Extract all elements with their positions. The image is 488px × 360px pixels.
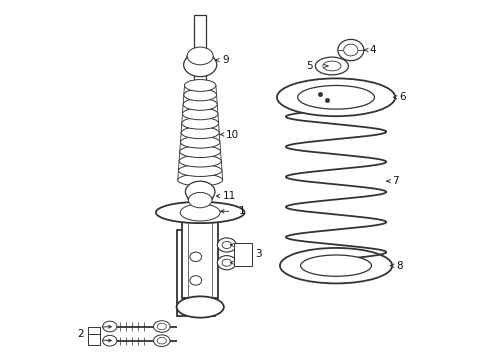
- Ellipse shape: [185, 181, 215, 202]
- Ellipse shape: [182, 108, 218, 120]
- Ellipse shape: [188, 192, 212, 208]
- Text: 6: 6: [399, 92, 405, 102]
- Text: 5: 5: [305, 61, 312, 71]
- Ellipse shape: [276, 78, 394, 116]
- Text: 4: 4: [369, 45, 376, 55]
- Bar: [176, 230, 215, 316]
- Ellipse shape: [222, 259, 231, 266]
- Ellipse shape: [343, 44, 357, 56]
- Text: 9: 9: [222, 55, 228, 65]
- Ellipse shape: [180, 136, 220, 148]
- Ellipse shape: [153, 335, 170, 346]
- Text: 2: 2: [77, 329, 83, 339]
- Ellipse shape: [153, 321, 170, 332]
- Text: 7: 7: [391, 176, 398, 186]
- Ellipse shape: [337, 39, 363, 61]
- Ellipse shape: [178, 165, 222, 176]
- Ellipse shape: [187, 47, 213, 65]
- Ellipse shape: [180, 204, 220, 221]
- Ellipse shape: [183, 89, 216, 101]
- Ellipse shape: [322, 61, 340, 71]
- Ellipse shape: [179, 155, 221, 167]
- Ellipse shape: [297, 85, 374, 109]
- Ellipse shape: [279, 248, 391, 283]
- Ellipse shape: [184, 80, 216, 91]
- Ellipse shape: [102, 321, 117, 332]
- Ellipse shape: [180, 146, 220, 158]
- Ellipse shape: [315, 57, 348, 75]
- Text: 1: 1: [238, 206, 244, 216]
- Ellipse shape: [181, 127, 219, 139]
- Ellipse shape: [102, 336, 117, 346]
- Ellipse shape: [177, 174, 222, 186]
- Ellipse shape: [217, 238, 236, 252]
- Ellipse shape: [157, 323, 166, 330]
- Ellipse shape: [300, 255, 371, 276]
- Ellipse shape: [156, 202, 244, 223]
- Ellipse shape: [176, 296, 224, 318]
- Ellipse shape: [217, 256, 236, 270]
- Ellipse shape: [189, 276, 201, 285]
- Ellipse shape: [222, 242, 231, 248]
- Text: 8: 8: [395, 261, 402, 271]
- Text: 3: 3: [255, 249, 261, 260]
- Text: 10: 10: [226, 130, 239, 140]
- Ellipse shape: [189, 252, 201, 261]
- Bar: [182, 215, 218, 298]
- Bar: [194, 15, 205, 227]
- Text: 11: 11: [223, 191, 236, 201]
- Ellipse shape: [182, 117, 218, 129]
- FancyBboxPatch shape: [233, 243, 251, 266]
- Ellipse shape: [183, 99, 217, 110]
- Ellipse shape: [183, 53, 216, 77]
- Ellipse shape: [157, 337, 166, 344]
